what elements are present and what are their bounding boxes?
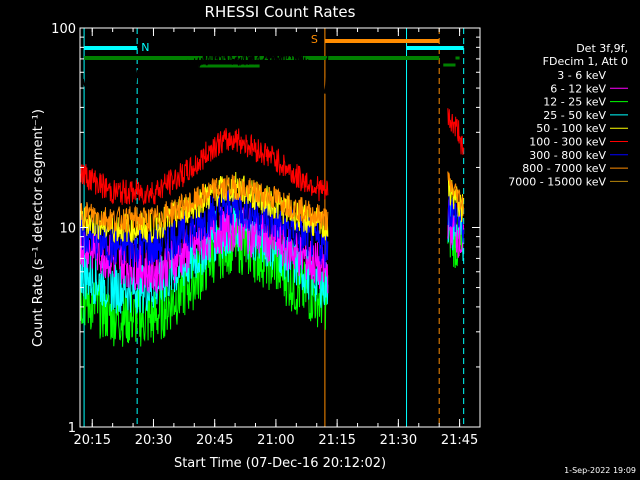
legend-label-12-25-kev: 12 - 25 keV <box>543 96 606 109</box>
x-tick-label-2115: 21:15 <box>318 433 355 448</box>
series-line-100-300-kev-1 <box>447 108 465 155</box>
x-axis-label: Start Time (07-Dec-16 20:12:02) <box>174 456 386 471</box>
legend-label-100-300-kev: 100 - 300 keV <box>529 136 606 149</box>
series-line-25-50-kev <box>79 203 329 315</box>
ticks-layer: 20:15 20:30 20:45 21:00 21:15 21:30 21:45 1 10 10… <box>51 22 481 448</box>
legend-header-line-1: Det 3f,9f, <box>576 42 628 55</box>
footer-timestamp: 1-Sep-2022 19:09 <box>564 466 636 475</box>
night-marker-label: N <box>141 41 149 54</box>
legend-label-25-50-kev: 25 - 50 keV <box>543 109 606 122</box>
x-tick-label-2145: 21:45 <box>441 433 478 448</box>
x-tick-label-2130: 21:30 <box>380 433 417 448</box>
legend-label-300-800-kev: 300 - 800 keV <box>529 149 606 162</box>
y-tick-label-10: 10 <box>59 222 76 237</box>
series-line-3-6-kev <box>79 48 329 94</box>
legend-label-6-12-kev: 6 - 12 keV <box>550 82 606 95</box>
chart-title: RHESSI Count Rates <box>205 3 356 21</box>
series-line-100-300-kev <box>79 128 329 206</box>
series-line-3-6-kev-1 <box>447 78 465 100</box>
saa-marker-label: S <box>311 33 318 46</box>
y-tick-label-100: 100 <box>51 22 76 37</box>
legend-label-7000-15000-kev: 7000 - 15000 keV <box>508 175 606 188</box>
y-axis-label: Count Rate (s⁻¹ detector segment⁻¹) <box>31 109 46 347</box>
legend-header-line-2: FDecim 1, Att 0 <box>543 55 628 68</box>
y-tick-label-1: 1 <box>68 421 76 436</box>
data-layer: NS <box>79 28 465 427</box>
legend-label-800-7000-kev: 800 - 7000 keV <box>522 162 606 175</box>
series-line-800-7000-kev-1 <box>447 171 465 216</box>
x-tick-label-2100: 21:00 <box>257 433 294 448</box>
legend-label-3-6-kev: 3 - 6 keV <box>557 69 606 82</box>
legend-label-50-100-kev: 50 - 100 keV <box>536 122 606 135</box>
series-line-800-7000-kev <box>79 174 329 234</box>
x-tick-label-2015: 20:15 <box>74 433 111 448</box>
x-tick-label-2045: 20:45 <box>196 433 233 448</box>
x-tick-label-2030: 20:30 <box>135 433 172 448</box>
